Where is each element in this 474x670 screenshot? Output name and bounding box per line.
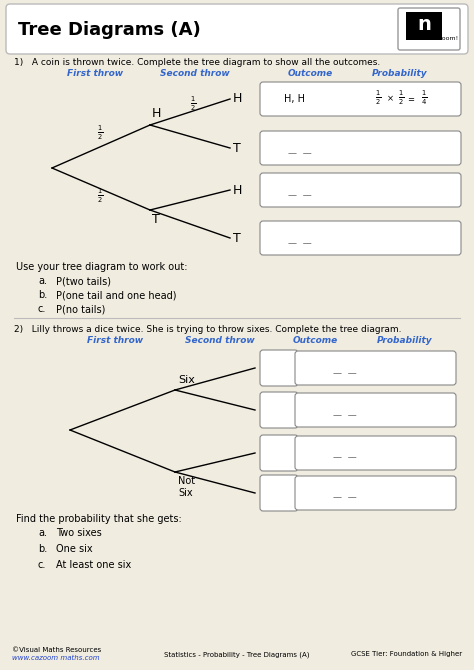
Text: $=$: $=$ [406,94,416,103]
Text: a.: a. [38,276,47,286]
Text: First throw: First throw [67,69,123,78]
Text: —  —: — — [333,454,356,462]
FancyBboxPatch shape [260,475,298,511]
FancyBboxPatch shape [295,351,456,385]
Text: www.cazoom maths.com: www.cazoom maths.com [12,655,100,661]
Text: P(two tails): P(two tails) [56,276,111,286]
Text: Use your tree diagram to work out:: Use your tree diagram to work out: [16,262,188,272]
Text: $\frac{1}{2}$: $\frac{1}{2}$ [398,89,404,107]
Text: —  —: — — [288,239,312,247]
Text: First throw: First throw [87,336,143,345]
Text: At least one six: At least one six [56,560,131,570]
Text: 1)   A coin is thrown twice. Complete the tree diagram to show all the outcomes.: 1) A coin is thrown twice. Complete the … [14,58,380,67]
FancyBboxPatch shape [260,82,461,116]
FancyBboxPatch shape [398,8,460,50]
Text: —  —: — — [333,369,356,377]
FancyBboxPatch shape [260,131,461,165]
Text: —  —: — — [288,190,312,200]
Text: $\frac{1}{4}$: $\frac{1}{4}$ [421,89,427,107]
FancyBboxPatch shape [295,436,456,470]
Text: P(no tails): P(no tails) [56,304,105,314]
FancyBboxPatch shape [260,350,298,386]
Text: $\frac{1}{2}$: $\frac{1}{2}$ [97,187,103,205]
Text: $\frac{1}{2}$: $\frac{1}{2}$ [190,95,196,113]
Text: Statistics - Probability - Tree Diagrams (A): Statistics - Probability - Tree Diagrams… [164,651,310,657]
Text: Find the probability that she gets:: Find the probability that she gets: [16,514,182,524]
Text: b.: b. [38,544,47,554]
Text: H: H [233,184,242,196]
Text: T: T [233,232,241,245]
FancyBboxPatch shape [260,435,298,471]
Text: Outcome: Outcome [292,336,337,345]
FancyBboxPatch shape [295,393,456,427]
Text: Six: Six [178,375,195,385]
Text: b.: b. [38,290,47,300]
Text: n: n [417,15,431,34]
Text: Probability: Probability [377,336,433,345]
Text: Not
Six: Not Six [178,476,195,498]
Text: —  —: — — [333,494,356,502]
Text: P(one tail and one head): P(one tail and one head) [56,290,176,300]
Text: H: H [233,92,242,105]
Text: One six: One six [56,544,92,554]
Text: razoom!: razoom! [433,36,459,40]
FancyBboxPatch shape [260,221,461,255]
Text: c.: c. [38,304,46,314]
Text: H, H: H, H [284,94,306,104]
FancyBboxPatch shape [406,12,442,40]
FancyBboxPatch shape [260,392,298,428]
Text: Two sixes: Two sixes [56,528,102,538]
FancyBboxPatch shape [6,4,468,54]
Text: —  —: — — [333,411,356,419]
Text: 2)   Lilly throws a dice twice. She is trying to throw sixes. Complete the tree : 2) Lilly throws a dice twice. She is try… [14,325,401,334]
Text: T: T [152,213,160,226]
Text: —  —: — — [288,149,312,157]
Text: Second throw: Second throw [160,69,230,78]
Text: $\frac{1}{2}$: $\frac{1}{2}$ [97,124,103,142]
Text: H: H [152,107,161,120]
Text: Tree Diagrams (A): Tree Diagrams (A) [18,21,201,39]
Text: a.: a. [38,528,47,538]
Text: ©Visual Maths Resources: ©Visual Maths Resources [12,647,101,653]
Text: $\times$: $\times$ [386,94,394,104]
Text: Probability: Probability [372,69,428,78]
Text: $\frac{1}{2}$: $\frac{1}{2}$ [375,89,381,107]
Text: GCSE Tier: Foundation & Higher: GCSE Tier: Foundation & Higher [351,651,462,657]
FancyBboxPatch shape [295,476,456,510]
Text: Second throw: Second throw [185,336,255,345]
Text: Outcome: Outcome [287,69,333,78]
Text: c.: c. [38,560,46,570]
Text: T: T [233,141,241,155]
FancyBboxPatch shape [260,173,461,207]
